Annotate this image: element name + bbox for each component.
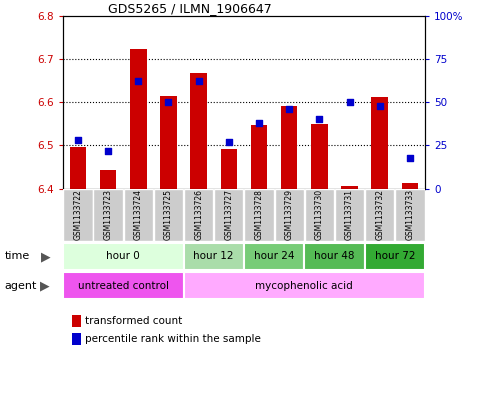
Text: percentile rank within the sample: percentile rank within the sample (85, 334, 260, 344)
Text: GSM1133724: GSM1133724 (134, 189, 143, 240)
Text: GSM1133725: GSM1133725 (164, 189, 173, 240)
Text: ▶: ▶ (41, 250, 51, 263)
Point (74, 137, 82, 143)
Bar (305, 189, 334, 241)
Bar (221, 149, 237, 189)
Bar (371, 97, 388, 189)
Point (225, 139, 233, 145)
Bar (274, 189, 304, 241)
Bar (93, 189, 123, 241)
Bar (365, 189, 395, 241)
Text: GSM1133731: GSM1133731 (345, 189, 354, 240)
Bar (311, 124, 327, 189)
Point (315, 116, 323, 123)
Text: GDS5265 / ILMN_1906647: GDS5265 / ILMN_1906647 (108, 2, 271, 15)
Point (406, 154, 414, 161)
Bar (63, 243, 184, 270)
Text: ▶: ▶ (40, 279, 50, 292)
Text: hour 72: hour 72 (375, 252, 415, 261)
Text: agent: agent (5, 281, 37, 291)
Text: GSM1133733: GSM1133733 (405, 189, 414, 240)
Text: hour 0: hour 0 (106, 252, 140, 261)
Point (104, 147, 112, 154)
Bar (160, 96, 177, 189)
Text: GSM1133727: GSM1133727 (224, 189, 233, 240)
Text: hour 24: hour 24 (254, 252, 294, 261)
Point (376, 103, 384, 109)
Bar (281, 106, 298, 189)
Bar (184, 243, 244, 270)
Point (134, 78, 142, 84)
Text: GSM1133729: GSM1133729 (284, 189, 294, 240)
Bar (63, 272, 184, 299)
Text: GSM1133726: GSM1133726 (194, 189, 203, 240)
Bar (244, 243, 304, 270)
Bar (130, 49, 146, 189)
Bar (402, 184, 418, 189)
Bar (124, 189, 153, 241)
Text: GSM1133732: GSM1133732 (375, 189, 384, 240)
Bar (214, 189, 243, 241)
Text: GSM1133723: GSM1133723 (103, 189, 113, 240)
Bar (190, 73, 207, 189)
Text: hour 12: hour 12 (194, 252, 234, 261)
Bar (304, 243, 365, 270)
Bar (335, 189, 364, 241)
Text: GSM1133730: GSM1133730 (315, 189, 324, 240)
Bar (341, 186, 358, 189)
Bar (70, 147, 86, 189)
Text: mycophenolic acid: mycophenolic acid (256, 281, 353, 291)
Bar (154, 189, 183, 241)
Bar (63, 189, 93, 241)
Point (346, 99, 354, 105)
Text: hour 48: hour 48 (314, 252, 355, 261)
Text: time: time (5, 252, 30, 261)
Bar (251, 125, 267, 189)
Point (285, 106, 293, 112)
Bar (100, 170, 116, 189)
Text: untreated control: untreated control (78, 281, 169, 291)
Bar (184, 189, 213, 241)
Bar (184, 272, 425, 299)
Point (165, 99, 172, 105)
Text: GSM1133722: GSM1133722 (73, 189, 83, 240)
Text: GSM1133728: GSM1133728 (255, 189, 264, 240)
Point (255, 120, 263, 126)
Bar (395, 189, 425, 241)
Point (195, 78, 202, 84)
Bar (365, 243, 425, 270)
Text: transformed count: transformed count (85, 316, 182, 326)
Bar (244, 189, 274, 241)
